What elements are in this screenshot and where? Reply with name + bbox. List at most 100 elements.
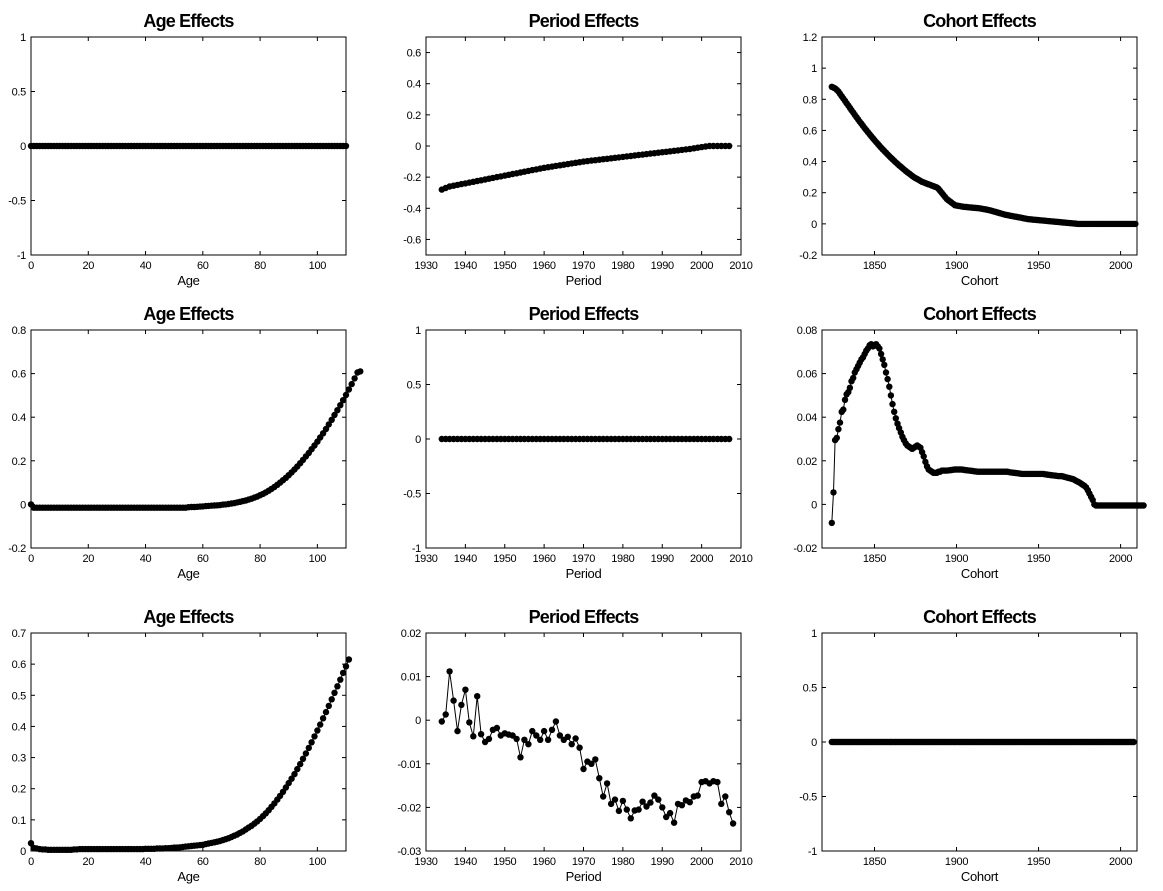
- y-tick-label: 0.4: [407, 79, 422, 91]
- data-point: [351, 375, 358, 382]
- y-tick-label: -1: [808, 846, 817, 858]
- data-point: [600, 793, 607, 800]
- data-point: [877, 350, 885, 358]
- y-tick-label: 0: [811, 737, 817, 749]
- data-point: [462, 686, 469, 693]
- y-tick-label: 0.1: [12, 815, 27, 827]
- data-point: [718, 800, 725, 808]
- data-point: [576, 744, 583, 751]
- data-point: [305, 744, 312, 752]
- data-point: [830, 489, 837, 496]
- x-tick-label: 20: [82, 260, 94, 272]
- x-tick-label: 0: [28, 553, 34, 565]
- data-point: [342, 142, 350, 150]
- data-point: [920, 453, 927, 460]
- x-tick-label: 20: [82, 553, 94, 565]
- data-point: [891, 408, 898, 415]
- y-tick-label: -0.6: [403, 234, 421, 246]
- y-tick-label: 0.5: [12, 690, 27, 702]
- data-point: [879, 356, 886, 363]
- y-tick-label: 0.4: [12, 412, 27, 424]
- series-line: [831, 343, 1144, 523]
- y-tick-label: 0.7: [12, 628, 27, 640]
- y-tick-label: 1: [415, 325, 421, 337]
- data-point: [1140, 502, 1147, 509]
- x-tick-label: 2000: [690, 260, 713, 272]
- chart-title: Cohort Effects: [923, 304, 1037, 324]
- subplot-6: Cohort Effects 1850 1900 1950 2000 -0.02 0 0.02…: [793, 304, 1147, 581]
- data-point: [714, 778, 721, 786]
- chart-title: Cohort Effects: [923, 11, 1037, 31]
- data-point: [339, 397, 347, 404]
- data-point: [659, 804, 666, 811]
- x-axis-label: Cohort: [961, 273, 999, 288]
- data-point: [876, 345, 883, 352]
- y-tick-label: 0.8: [12, 325, 27, 337]
- x-tick-label: 2000: [1109, 553, 1132, 565]
- data-point: [850, 374, 857, 382]
- y-tick-label: -0.01: [397, 759, 421, 771]
- x-axis-label: Age: [177, 566, 199, 581]
- x-tick-label: 1900: [945, 260, 968, 272]
- data-point: [828, 519, 835, 527]
- x-tick-label: 1950: [493, 553, 516, 565]
- x-axis-label: Age: [177, 869, 199, 884]
- y-tick-label: -1: [17, 250, 26, 262]
- y-tick-label: 0: [811, 499, 817, 511]
- data-point: [466, 719, 473, 726]
- data-point: [477, 731, 485, 738]
- y-tick-label: 0.2: [12, 456, 27, 468]
- series-1: [438, 668, 737, 827]
- data-point: [302, 750, 310, 757]
- data-point: [726, 435, 733, 443]
- data-point: [841, 396, 849, 403]
- data-point: [835, 426, 842, 433]
- data-point: [348, 380, 355, 388]
- x-axis-label: Period: [566, 869, 602, 884]
- y-tick-label: 0.01: [401, 672, 421, 684]
- data-point: [334, 407, 341, 414]
- data-point: [892, 415, 899, 422]
- y-tick-label: 1: [811, 628, 817, 640]
- x-tick-label: 80: [254, 553, 266, 565]
- x-tick-label: 1930: [414, 553, 437, 565]
- series-1: [27, 142, 350, 150]
- plot-frame: [821, 329, 1138, 549]
- x-axis-label: Period: [566, 566, 602, 581]
- data-point: [337, 676, 344, 683]
- y-tick-label: 0.2: [803, 188, 818, 200]
- data-point: [485, 735, 493, 743]
- data-point: [603, 780, 611, 787]
- data-point: [493, 724, 501, 732]
- x-tick-label: 1990: [651, 260, 674, 272]
- data-point: [337, 402, 344, 409]
- data-point: [592, 756, 599, 763]
- y-tick-label: 0.5: [803, 683, 818, 695]
- data-point: [308, 739, 315, 746]
- y-tick-label: 0: [415, 715, 421, 727]
- data-point: [886, 383, 893, 390]
- x-tick-label: 1950: [1027, 553, 1050, 565]
- data-point: [836, 419, 844, 426]
- y-tick-label: 0: [20, 141, 26, 153]
- data-point: [325, 702, 332, 710]
- x-tick-label: 60: [197, 553, 209, 565]
- x-tick-label: 2000: [1109, 856, 1132, 868]
- x-tick-label: 60: [197, 856, 209, 868]
- x-tick-label: 40: [140, 856, 152, 868]
- y-tick-label: 0.6: [12, 369, 27, 381]
- subplot-7: Age Effects 0 20 40 60 80 100 0 0.1 0.2 0.3 0.4 0.5 0…: [12, 607, 353, 884]
- x-tick-label: 1950: [493, 856, 516, 868]
- data-point: [288, 775, 295, 782]
- series-1: [828, 738, 1137, 746]
- data-point: [294, 765, 301, 773]
- data-point: [887, 392, 895, 399]
- data-point: [311, 733, 318, 740]
- data-point: [647, 799, 654, 806]
- x-tick-label: 1850: [863, 856, 886, 868]
- y-tick-label: 1: [20, 32, 26, 44]
- data-point: [580, 765, 587, 773]
- x-tick-label: 1930: [414, 260, 437, 272]
- data-point: [694, 792, 701, 799]
